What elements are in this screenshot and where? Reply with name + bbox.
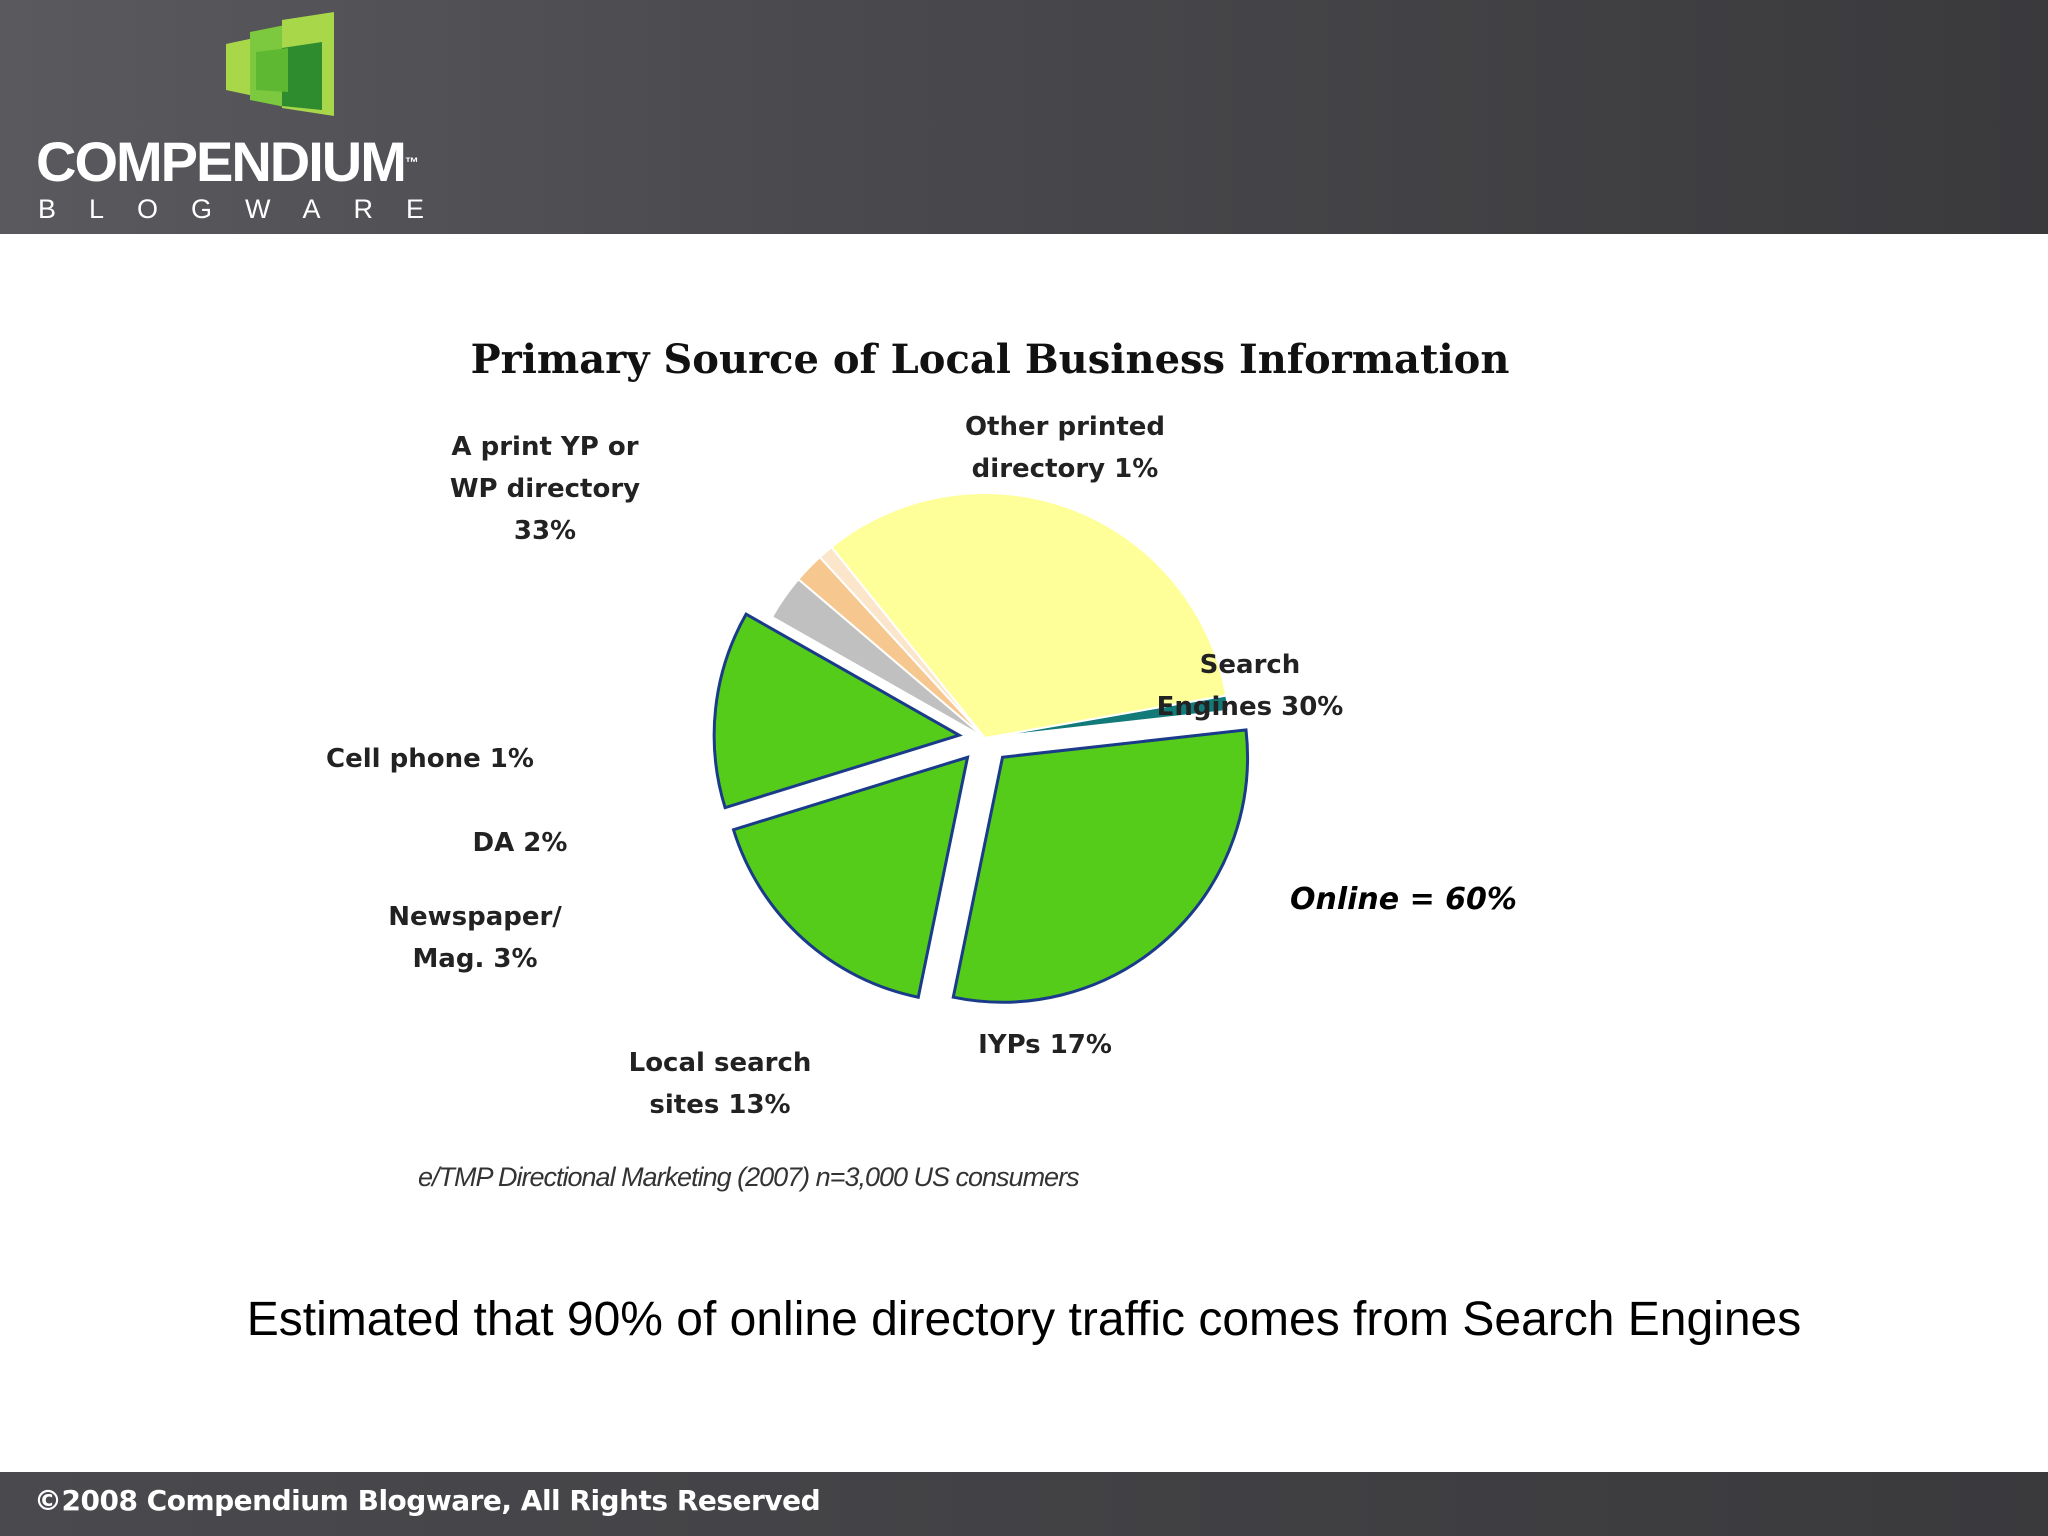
chart-source: e/TMP Directional Marketing (2007) n=3,0… bbox=[418, 1162, 1080, 1192]
online-annotation: Online = 60% bbox=[1290, 882, 1517, 917]
pie-slice-3 bbox=[712, 612, 963, 810]
pie-slice-label-0: Other printed directory 1% bbox=[964, 412, 1166, 484]
header-bar: COMPENDIUM™ BLOGWARE bbox=[0, 0, 2048, 234]
logo-subtitle: BLOGWARE bbox=[38, 194, 458, 224]
pie-slice-label-6: Cell phone 1% bbox=[326, 744, 534, 774]
slide-caption: Estimated that 90% of online directory t… bbox=[246, 1293, 1802, 1346]
footer-bar: ©2008 Compendium Blogware, All Rights Re… bbox=[0, 1472, 2048, 1536]
compendium-logo-icon bbox=[226, 12, 334, 116]
pie-slice-label-4: Newspaper/ Mag. 3% bbox=[388, 902, 562, 974]
logo-wordmark: COMPENDIUM™ bbox=[36, 130, 419, 193]
pie-slice-1 bbox=[951, 728, 1250, 1004]
chart-title: Primary Source of Local Business Informa… bbox=[470, 336, 1510, 383]
copyright-text: ©2008 Compendium Blogware, All Rights Re… bbox=[34, 1484, 821, 1517]
pie-slice-label-5: DA 2% bbox=[472, 828, 568, 858]
pie-slice-label-7: A print YP or WP directory 33% bbox=[449, 432, 641, 546]
pie-slice-label-1: Search Engines 30% bbox=[1156, 650, 1344, 722]
pie-slice-label-3: Local search sites 13% bbox=[628, 1048, 812, 1120]
pie-slice-2 bbox=[731, 755, 970, 1000]
pie-slice-7 bbox=[830, 492, 1228, 740]
pie-slice-label-2: IYPs 17% bbox=[978, 1030, 1112, 1060]
